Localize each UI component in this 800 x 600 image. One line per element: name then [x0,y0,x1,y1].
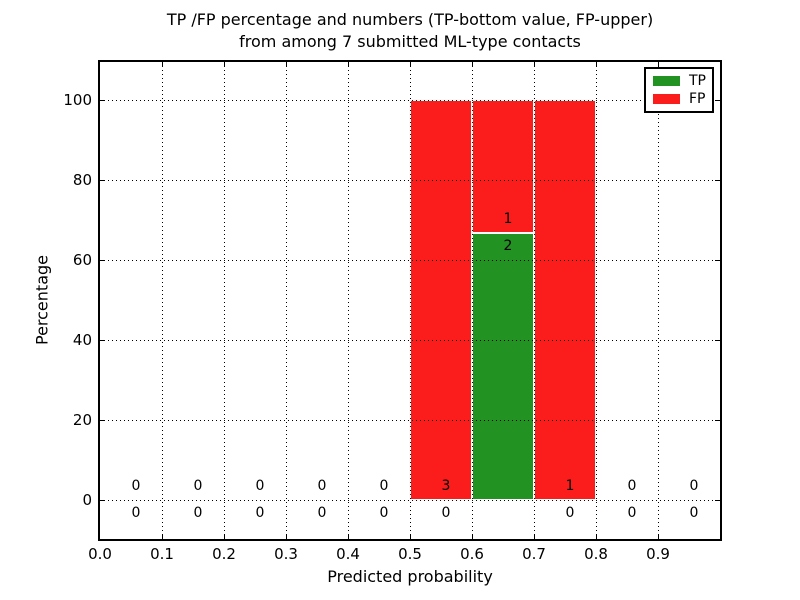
tp-swatch-icon [653,76,680,86]
y-tick-mark [100,499,105,501]
y-tick-mark [715,419,720,421]
gridline-x [409,62,411,539]
fp-count-label: 0 [317,477,327,494]
y-tick-mark [100,179,105,181]
x-tick-mark [595,62,597,67]
x-tick-mark [285,62,287,67]
tp-count-label: 0 [627,504,637,521]
gridline-x [595,62,597,539]
x-tick-mark [595,534,597,539]
x-tick-mark [409,62,411,67]
fp-count-label: 0 [131,477,141,494]
x-tick-mark [347,534,349,539]
fp-count-label: 0 [379,477,389,494]
legend-row-tp: TP [653,73,706,89]
fp-count-label: 0 [193,477,203,494]
y-tick-label: 0 [82,491,92,509]
y-tick-label: 80 [72,171,92,189]
gridline-x [657,62,659,539]
x-tick-mark [409,534,411,539]
y-tick-mark [715,259,720,261]
bar-segment-fp [472,100,534,234]
bar-segment-tp [472,233,534,500]
x-tick-label: 0.5 [398,545,422,563]
gridline-x [471,62,473,539]
y-tick-mark [715,499,720,501]
y-tick-label: 20 [72,411,92,429]
y-tick-mark [715,339,720,341]
gridline-x [223,62,225,539]
y-tick-mark [715,179,720,181]
x-tick-mark [223,62,225,67]
x-tick-label: 0.2 [212,545,236,563]
gridline-x [347,62,349,539]
tp-count-label: 0 [317,504,327,521]
fp-count-label: 0 [689,477,699,494]
x-tick-label: 0.3 [274,545,298,563]
chart-title-line1: TP /FP percentage and numbers (TP-bottom… [166,10,654,29]
x-tick-label: 0.8 [584,545,608,563]
x-tick-label: 0.1 [150,545,174,563]
tp-count-label: 0 [689,504,699,521]
fp-count-label: 0 [627,477,637,494]
y-tick-label: 100 [63,91,92,109]
x-tick-label: 0.7 [522,545,546,563]
tp-count-label: 2 [503,238,513,255]
gridline-x [161,62,163,539]
legend: TP FP [644,67,714,113]
x-tick-label: 0.4 [336,545,360,563]
tp-count-label: 0 [255,504,265,521]
x-tick-label: 0.9 [646,545,670,563]
tp-count-label: 0 [379,504,389,521]
tp-count-label: 0 [193,504,203,521]
fp-count-label: 1 [503,210,513,227]
x-tick-mark [657,62,659,67]
chart-title-line2: from among 7 submitted ML-type contacts [239,32,581,51]
x-tick-mark [533,534,535,539]
legend-row-fp: FP [653,91,706,107]
y-tick-mark [715,99,720,101]
x-tick-label: 0.6 [460,545,484,563]
chart-title: TP /FP percentage and numbers (TP-bottom… [100,9,720,53]
y-tick-mark [100,99,105,101]
x-tick-mark [471,62,473,67]
gridline-x [533,62,535,539]
y-tick-label: 40 [72,331,92,349]
tp-count-label: 0 [565,504,575,521]
gridline-x [285,62,287,539]
fp-count-label: 1 [565,477,575,494]
fp-count-label: 0 [255,477,265,494]
bar-segment-fp [534,100,596,500]
x-tick-mark [223,534,225,539]
x-axis-label: Predicted probability [327,567,493,586]
y-tick-label: 60 [72,251,92,269]
x-tick-mark [161,62,163,67]
y-tick-mark [100,419,105,421]
x-tick-label: 0.0 [88,545,112,563]
x-tick-mark [471,534,473,539]
legend-label-fp: FP [689,91,706,107]
tp-count-label: 0 [441,504,451,521]
x-tick-mark [161,534,163,539]
bar-segment-fp [410,100,472,500]
x-tick-mark [347,62,349,67]
y-tick-mark [100,339,105,341]
y-tick-mark [100,259,105,261]
x-tick-mark [657,534,659,539]
legend-label-tp: TP [689,73,706,89]
fp-count-label: 3 [441,477,451,494]
x-tick-mark [533,62,535,67]
tp-count-label: 0 [131,504,141,521]
fp-swatch-icon [653,94,680,104]
plot-area: 0 0 0 0 0 0 0 0 0 0 3 0 1 2 1 0 0 0 0 0 [98,60,722,541]
x-tick-mark [285,534,287,539]
